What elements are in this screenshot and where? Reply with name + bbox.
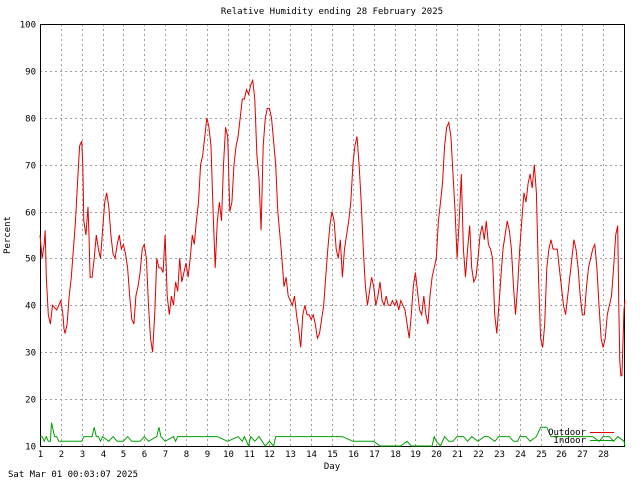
y-tick-label: 60 <box>25 209 36 219</box>
y-tick-label: 20 <box>25 396 36 406</box>
x-tick-label: 2 <box>59 450 64 460</box>
footer-timestamp: Sat Mar 01 00:03:07 2025 <box>8 470 138 480</box>
x-tick-label: 6 <box>142 450 147 460</box>
x-tick-label: 24 <box>515 450 526 460</box>
y-tick-label: 40 <box>25 302 36 312</box>
x-tick-label: 21 <box>452 450 463 460</box>
x-tick-label: 20 <box>431 450 442 460</box>
y-tick-label: 70 <box>25 162 36 172</box>
x-tick-label: 3 <box>80 450 85 460</box>
legend-label-indoor: Indoor <box>553 436 586 446</box>
x-tick-label: 9 <box>205 450 210 460</box>
x-tick-label: 5 <box>121 450 126 460</box>
x-tick-label: 11 <box>244 450 255 460</box>
x-tick-label: 1 <box>38 450 43 460</box>
x-tick-label: 12 <box>264 450 275 460</box>
x-tick-label: 8 <box>184 450 189 460</box>
legend-label-outdoor: Outdoor <box>548 428 587 438</box>
x-tick-label: 28 <box>598 450 609 460</box>
x-tick-label: 14 <box>306 450 317 460</box>
series-outdoor-line <box>39 78 626 377</box>
x-tick-label: 25 <box>536 450 547 460</box>
x-tick-label: 27 <box>577 450 588 460</box>
x-tick-label: 15 <box>327 450 338 460</box>
x-tick-label: 10 <box>223 450 234 460</box>
x-tick-label: 13 <box>285 450 296 460</box>
x-tick-label: 26 <box>556 450 567 460</box>
x-tick-label: 22 <box>473 450 484 460</box>
y-tick-label: 90 <box>25 68 36 78</box>
y-tick-label: 80 <box>25 115 36 125</box>
x-tick-label: 16 <box>348 450 359 460</box>
x-tick-label: 19 <box>410 450 421 460</box>
x-tick-label: 7 <box>163 450 168 460</box>
y-tick-label: 50 <box>25 255 36 265</box>
x-tick-label: 4 <box>101 450 106 460</box>
x-tick-label: 18 <box>390 450 401 460</box>
y-tick-label: 100 <box>20 21 36 31</box>
y-tick-label: 10 <box>25 443 36 453</box>
chart-title: Relative Humidity ending 28 February 202… <box>221 7 443 17</box>
y-axis-label: Percent <box>3 216 13 254</box>
x-tick-label: 23 <box>494 450 505 460</box>
grid-layer <box>40 24 624 446</box>
x-tick-label: 17 <box>369 450 380 460</box>
y-tick-label: 30 <box>25 349 36 359</box>
series-layer <box>39 78 626 448</box>
x-axis-label: Day <box>324 462 341 472</box>
series-indoor-line <box>40 422 626 448</box>
